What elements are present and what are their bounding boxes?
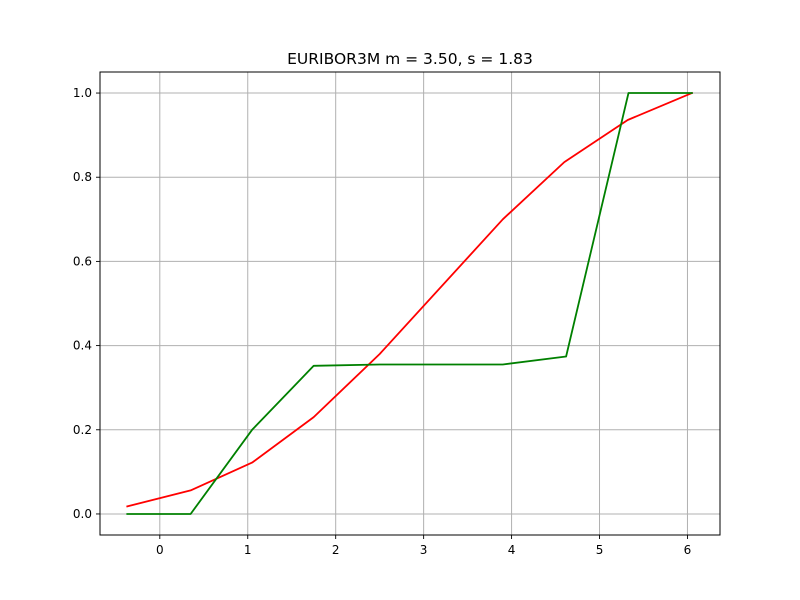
- x-tick-label: 6: [684, 543, 692, 557]
- series-lines: [126, 91, 694, 515]
- x-tick-label: 4: [508, 543, 516, 557]
- y-tick-label: 0.2: [73, 423, 92, 437]
- x-tick-label: 3: [420, 543, 428, 557]
- grid-lines: [100, 72, 720, 535]
- y-tick-label: 0.8: [73, 170, 92, 184]
- x-tick-label: 5: [596, 543, 604, 557]
- series-line-2: [126, 92, 693, 515]
- y-tick-label: 0.0: [73, 507, 92, 521]
- x-tick-label: 2: [332, 543, 340, 557]
- x-tick-label: 1: [244, 543, 252, 557]
- chart-title: EURIBOR3M m = 3.50, s = 1.83: [287, 50, 533, 68]
- y-tick-label: 0.4: [73, 339, 92, 353]
- axis-ticks: 0 1 2 3 4 5 6 0.0 0.2 0.4 0.6 0.8 1.0: [73, 86, 691, 557]
- series-line-1: [126, 91, 694, 508]
- x-tick-label: 0: [156, 543, 164, 557]
- y-tick-label: 1.0: [73, 86, 92, 100]
- plot-frame: [99, 71, 721, 536]
- y-tick-label: 0.6: [73, 254, 92, 268]
